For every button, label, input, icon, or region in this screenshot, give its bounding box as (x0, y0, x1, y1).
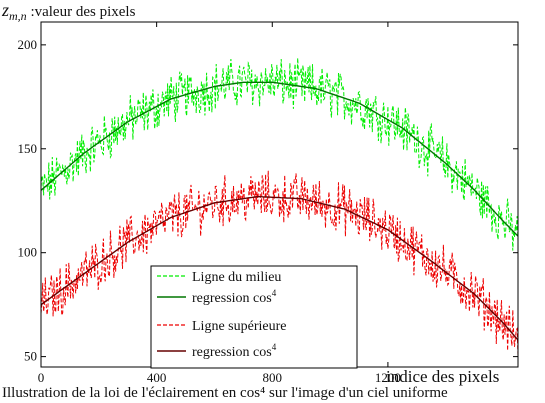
series-1-line (41, 57, 518, 251)
y-tick-label: 50 (24, 349, 37, 364)
x-tick-label: 1200 (375, 370, 401, 385)
y-axis-title: zm,n :valeur des pixels (1, 0, 136, 23)
legend-label-3: Ligne supérieure (192, 319, 286, 334)
series-4-fit-line (41, 195, 518, 341)
legend: Ligne du milieu regression cos4 Ligne supé… (150, 265, 358, 369)
y-tick-label: 200 (18, 37, 38, 52)
series-3-line (41, 170, 518, 356)
figure-caption: Illustration de la loi de l'éclairement … (2, 385, 448, 401)
legend-box (150, 265, 358, 369)
x-axis-title: indice des pixels (386, 367, 499, 386)
legend-label-2: regression cos4 (192, 288, 277, 306)
x-tick-label: 800 (263, 370, 283, 385)
y-tick-label: 150 (18, 141, 38, 156)
x-tick-label: 0 (38, 370, 45, 385)
series-layer (41, 57, 518, 356)
legend-label-1: Ligne du milieu (192, 270, 281, 285)
legend-label-4: regression cos4 (192, 342, 277, 360)
y-axis: 50 100 150 200 (18, 37, 518, 364)
x-axis: 0 400 800 1200 (38, 22, 401, 385)
y-tick-label: 100 (18, 245, 38, 260)
series-2-fit-line (41, 81, 518, 237)
x-tick-label: 400 (147, 370, 167, 385)
